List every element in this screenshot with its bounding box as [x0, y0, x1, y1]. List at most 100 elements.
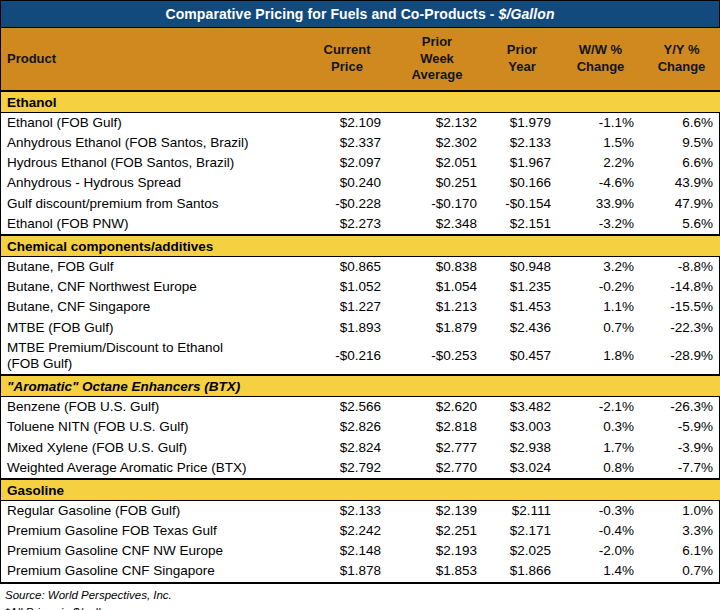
source-note: Source: World Perspectives, Inc. — [5, 587, 720, 605]
value-cell: $2.251 — [389, 521, 485, 541]
value-cell: -5.9% — [642, 417, 720, 437]
section-title: Chemical components/additives — [1, 235, 720, 257]
value-cell: $3.003 — [485, 417, 559, 437]
value-cell: $2.938 — [485, 438, 559, 458]
value-cell: $2.025 — [485, 541, 559, 561]
value-cell: $2.302 — [389, 133, 485, 153]
column-header-prior-week-average: Prior Week Average — [389, 28, 485, 91]
value-cell: -4.6% — [559, 173, 642, 193]
product-cell: Premium Gasoline CNF Singapore — [1, 561, 305, 581]
value-cell: -0.4% — [559, 521, 642, 541]
value-cell: $2.097 — [305, 153, 389, 173]
value-cell: 1.5% — [559, 133, 642, 153]
table-body: EthanolEthanol (FOB Gulf)$2.109$2.132$1.… — [1, 91, 720, 582]
value-cell: 1.7% — [559, 438, 642, 458]
value-cell: $2.770 — [389, 458, 485, 479]
value-cell: -15.5% — [642, 297, 720, 317]
value-cell: $2.139 — [389, 500, 485, 521]
value-cell: $2.242 — [305, 521, 389, 541]
value-cell: $0.948 — [485, 257, 559, 278]
value-cell: 2.2% — [559, 153, 642, 173]
value-cell: -$0.228 — [305, 194, 389, 214]
value-cell: $1.054 — [389, 277, 485, 297]
value-cell: $0.251 — [389, 173, 485, 193]
value-cell: $2.051 — [389, 153, 485, 173]
section-header-row: Ethanol — [1, 91, 720, 113]
value-cell: 3.3% — [642, 521, 720, 541]
table-row: Premium Gasoline FOB Texas Gulf$2.242$2.… — [1, 521, 720, 541]
product-cell: Benzene (FOB U.S. Gulf) — [1, 397, 305, 418]
value-cell: -$0.154 — [485, 194, 559, 214]
value-cell: $2.348 — [389, 214, 485, 235]
value-cell: $3.482 — [485, 397, 559, 418]
value-cell: $2.133 — [305, 500, 389, 521]
value-cell: $2.151 — [485, 214, 559, 235]
product-cell: Ethanol (FOB PNW) — [1, 214, 305, 235]
value-cell: -0.3% — [559, 500, 642, 521]
table-row: MTBE Premium/Discount to Ethanol (FOB Gu… — [1, 338, 720, 375]
value-cell: -8.8% — [642, 257, 720, 278]
value-cell: -7.7% — [642, 458, 720, 479]
value-cell: 0.7% — [559, 318, 642, 338]
table-row: Butane, FOB Gulf$0.865$0.838$0.9483.2%-8… — [1, 257, 720, 278]
product-cell: Gulf discount/premium from Santos — [1, 194, 305, 214]
value-cell: $2.111 — [485, 500, 559, 521]
table-row: Premium Gasoline CNF NW Europe$2.148$2.1… — [1, 541, 720, 561]
value-cell: $0.457 — [485, 338, 559, 375]
value-cell: 1.1% — [559, 297, 642, 317]
value-cell: $2.818 — [389, 417, 485, 437]
table-row: Mixed Xylene (FOB U.S. Gulf)$2.824$2.777… — [1, 438, 720, 458]
value-cell: $2.620 — [389, 397, 485, 418]
value-cell: 6.6% — [642, 153, 720, 173]
value-cell: 6.1% — [642, 541, 720, 561]
value-cell: 3.2% — [559, 257, 642, 278]
value-cell: $1.879 — [389, 318, 485, 338]
product-cell: Mixed Xylene (FOB U.S. Gulf) — [1, 438, 305, 458]
value-cell: $2.273 — [305, 214, 389, 235]
value-cell: 0.8% — [559, 458, 642, 479]
value-cell: -26.3% — [642, 397, 720, 418]
section-header-row: Gasoline — [1, 479, 720, 501]
column-header-yy-change: Y/Y % Change — [642, 28, 720, 91]
value-cell: 1.8% — [559, 338, 642, 375]
value-cell: $0.865 — [305, 257, 389, 278]
table-title: Comparative Pricing for Fuels and Co-Pro… — [165, 6, 498, 22]
value-cell: $1.227 — [305, 297, 389, 317]
column-header-row: Product Current Price Prior Week Average… — [1, 28, 720, 91]
product-cell: Premium Gasoline CNF NW Europe — [1, 541, 305, 561]
value-cell: $1.967 — [485, 153, 559, 173]
table-row: MTBE (FOB Gulf)$1.893$1.879$2.4360.7%-22… — [1, 318, 720, 338]
product-cell: Butane, CNF Singapore — [1, 297, 305, 317]
value-cell: $1.213 — [389, 297, 485, 317]
column-header-current-price: Current Price — [305, 28, 389, 91]
value-cell: $1.453 — [485, 297, 559, 317]
value-cell: $3.024 — [485, 458, 559, 479]
table-row: Hydrous Ethanol (FOB Santos, Brazil)$2.0… — [1, 153, 720, 173]
value-cell: $0.166 — [485, 173, 559, 193]
section-header-row: Chemical components/additives — [1, 235, 720, 257]
value-cell: 33.9% — [559, 194, 642, 214]
section-title: Ethanol — [1, 91, 720, 113]
product-cell: Hydrous Ethanol (FOB Santos, Brazil) — [1, 153, 305, 173]
table-row: Anhydrous Ethanol (FOB Santos, Brazil) $2… — [1, 133, 720, 153]
table-row: Gulf discount/premium from Santos-$0.228… — [1, 194, 720, 214]
value-cell: $1.235 — [485, 277, 559, 297]
product-cell: Toluene NITN (FOB U.S. Gulf) — [1, 417, 305, 437]
value-cell: -$0.170 — [389, 194, 485, 214]
value-cell: 9.5% — [642, 133, 720, 153]
value-cell: $2.109 — [305, 112, 389, 133]
value-cell: -0.2% — [559, 277, 642, 297]
column-header-prior-year: Prior Year — [485, 28, 559, 91]
table-row: Regular Gasoline (FOB Gulf)$2.133$2.139$… — [1, 500, 720, 521]
product-cell: Anhydrous Ethanol (FOB Santos, Brazil) — [1, 133, 305, 153]
value-cell: 47.9% — [642, 194, 720, 214]
value-cell: -28.9% — [642, 338, 720, 375]
value-cell: $2.777 — [389, 438, 485, 458]
value-cell: $1.052 — [305, 277, 389, 297]
value-cell: 0.7% — [642, 561, 720, 581]
table-row: Benzene (FOB U.S. Gulf)$2.566$2.620$3.48… — [1, 397, 720, 418]
value-cell: 6.6% — [642, 112, 720, 133]
value-cell: $2.566 — [305, 397, 389, 418]
section-title: Gasoline — [1, 479, 720, 501]
value-cell: $2.148 — [305, 541, 389, 561]
